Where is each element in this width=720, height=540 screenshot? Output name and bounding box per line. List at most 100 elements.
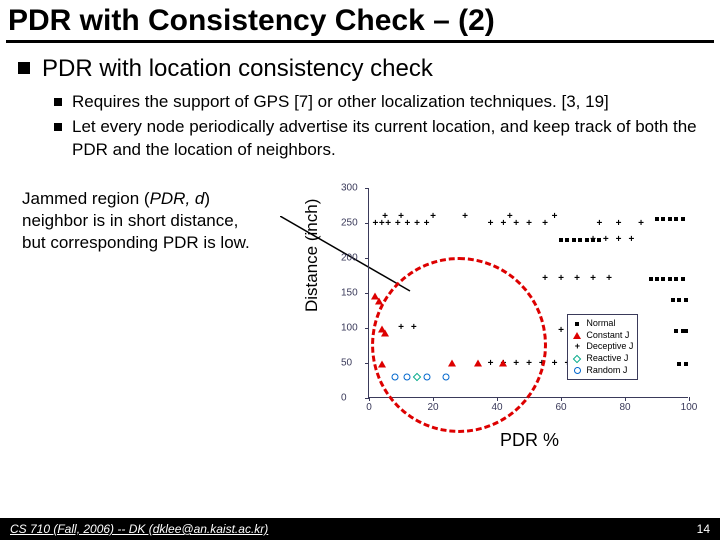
chart-point xyxy=(578,238,582,242)
chart-point xyxy=(655,217,659,221)
legend-row: + Deceptive J xyxy=(572,341,633,353)
ytick-mark xyxy=(365,258,369,259)
sub-bullet-list: Requires the support of GPS [7] or other… xyxy=(0,91,720,162)
legend-label: Normal xyxy=(586,318,615,330)
chart-point: + xyxy=(590,235,596,245)
xtick-label: 100 xyxy=(681,402,698,413)
sub-bullet-text: Let every node periodically advertise it… xyxy=(72,116,700,162)
sub-bullet: Requires the support of GPS [7] or other… xyxy=(54,91,700,114)
chart-point xyxy=(677,298,681,302)
legend-symbol-icon xyxy=(572,332,582,339)
chart-point xyxy=(671,298,675,302)
legend-symbol-icon xyxy=(572,322,582,326)
xtick-mark xyxy=(561,397,562,401)
chart-point: + xyxy=(500,219,506,229)
bullet-square-icon xyxy=(54,98,62,106)
chart-point: + xyxy=(616,219,622,229)
ytick-label: 300 xyxy=(341,182,358,193)
ytick-label: 100 xyxy=(341,322,358,333)
ytick-label: 250 xyxy=(341,217,358,228)
ytick-mark xyxy=(365,363,369,364)
chart-point xyxy=(572,238,576,242)
chart-point xyxy=(655,277,659,281)
callout-text: Jammed region (PDR, d) neighbor is in sh… xyxy=(22,188,282,254)
ytick-mark xyxy=(365,328,369,329)
chart-point: + xyxy=(404,219,410,229)
chart-point: + xyxy=(552,359,558,369)
chart-point xyxy=(684,362,688,366)
callout-line2: neighbor is in short distance, xyxy=(22,211,238,230)
chart-axes: 050100150200250300020406080100++++++++++… xyxy=(368,188,688,398)
xtick-mark xyxy=(689,397,690,401)
title-underline xyxy=(6,40,714,43)
chart-point xyxy=(674,277,678,281)
chart-point: + xyxy=(382,212,388,222)
main-bullet: PDR with location consistency check xyxy=(0,53,720,91)
xtick-label: 80 xyxy=(619,402,630,413)
ytick-label: 50 xyxy=(341,357,352,368)
chart-point: + xyxy=(398,212,404,222)
x-axis-label: PDR % xyxy=(500,430,559,451)
chart-point xyxy=(661,217,665,221)
jammed-region-circle xyxy=(371,257,547,433)
ytick-mark xyxy=(365,188,369,189)
figure-area: Jammed region (PDR, d) neighbor is in sh… xyxy=(0,180,720,460)
chart-point: + xyxy=(414,219,420,229)
ytick-label: 150 xyxy=(341,287,358,298)
legend-row: Reactive J xyxy=(572,353,633,365)
bullet-square-icon xyxy=(18,62,30,74)
bullet-square-icon xyxy=(54,123,62,131)
chart-point xyxy=(565,238,569,242)
chart-point: + xyxy=(638,219,644,229)
xtick-mark xyxy=(369,397,370,401)
chart-point: + xyxy=(616,235,622,245)
scatter-chart: 050100150200250300020406080100++++++++++… xyxy=(336,180,701,430)
page-number: 14 xyxy=(697,522,710,536)
chart-point: + xyxy=(424,219,430,229)
chart-point xyxy=(684,329,688,333)
chart-point xyxy=(661,277,665,281)
ytick-mark xyxy=(365,293,369,294)
legend-symbol-icon xyxy=(572,367,582,374)
chart-legend: NormalConstant J + Deceptive JReactive JRa… xyxy=(567,314,638,380)
xtick-mark xyxy=(625,397,626,401)
chart-point xyxy=(684,298,688,302)
chart-point: + xyxy=(590,274,596,284)
chart-point: + xyxy=(558,274,564,284)
chart-point: + xyxy=(596,219,602,229)
legend-label: Constant J xyxy=(586,330,629,342)
legend-symbol-icon: + xyxy=(572,341,582,353)
legend-label: Reactive J xyxy=(586,353,628,365)
chart-point: + xyxy=(606,274,612,284)
chart-point: + xyxy=(574,274,580,284)
ytick-label: 200 xyxy=(341,252,358,263)
sub-bullet-text: Requires the support of GPS [7] or other… xyxy=(72,91,609,114)
main-bullet-text: PDR with location consistency check xyxy=(42,55,433,83)
chart-point: + xyxy=(507,212,513,222)
chart-point xyxy=(674,329,678,333)
chart-point xyxy=(649,277,653,281)
callout-line3: but corresponding PDR is low. xyxy=(22,233,250,252)
chart-point: + xyxy=(542,219,548,229)
ytick-mark xyxy=(365,223,369,224)
chart-point xyxy=(668,217,672,221)
chart-point: + xyxy=(628,235,634,245)
xtick-label: 60 xyxy=(555,402,566,413)
chart-point xyxy=(674,217,678,221)
chart-point: + xyxy=(513,219,519,229)
chart-point: + xyxy=(542,274,548,284)
legend-symbol-icon xyxy=(572,356,582,362)
chart-point xyxy=(681,217,685,221)
chart-point xyxy=(681,277,685,281)
chart-point: + xyxy=(558,326,564,336)
chart-point: + xyxy=(462,212,468,222)
legend-row: Constant J xyxy=(572,330,633,342)
legend-label: Deceptive J xyxy=(586,341,633,353)
legend-row: Random J xyxy=(572,365,633,377)
chart-point: + xyxy=(552,212,558,222)
callout-line1a: Jammed region ( xyxy=(22,189,150,208)
slide-title: PDR with Consistency Check – (2) xyxy=(0,0,720,40)
chart-point xyxy=(677,362,681,366)
chart-point: + xyxy=(488,219,494,229)
slide-footer: CS 710 (Fall, 2006) -- DK (dklee@an.kais… xyxy=(0,518,720,540)
